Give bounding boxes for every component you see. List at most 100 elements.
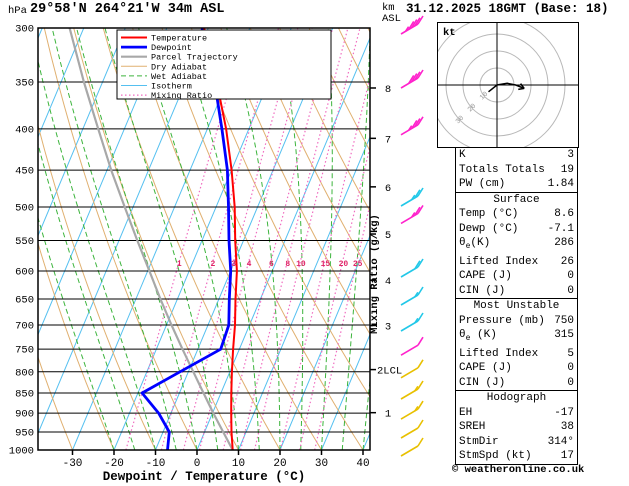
right-axis-title: Mixing Ratio (g/kg) xyxy=(369,214,381,334)
location-title: 29°58'N 264°21'W 34m ASL xyxy=(30,2,225,17)
temp-tick-label: -10 xyxy=(146,458,166,470)
table-row-label: Totals Totals xyxy=(459,163,545,176)
km-tick-label: 5 xyxy=(385,230,391,242)
copyright: © weatheronline.co.uk xyxy=(452,464,585,476)
pressure-tick-label: 750 xyxy=(15,345,34,357)
table-section-title: Hodograph xyxy=(486,392,547,405)
wind-barb xyxy=(400,69,424,89)
temp-tick-label: -20 xyxy=(104,458,124,470)
pressure-tick-label: 350 xyxy=(15,78,34,90)
table-row-value: -7.1 xyxy=(547,222,574,235)
wind-barbs xyxy=(400,15,424,457)
table-section: Hodograph EH -17 SREH 38 StmDir 314° StmSpd (kt… xyxy=(455,390,578,465)
pressure-unit-label: hPa xyxy=(8,5,27,17)
table-row: CIN (J) 0 xyxy=(456,376,577,391)
table-row-label: Dewp (°C) xyxy=(459,222,519,235)
table-row-label: CAPE (J) xyxy=(459,270,512,283)
mixing-ratio-label: 1 xyxy=(177,260,182,269)
isotherm-lines xyxy=(38,28,370,450)
table-row-value: 315 xyxy=(554,329,574,342)
km-tick-label: 1 xyxy=(385,409,391,421)
wind-barb xyxy=(400,312,424,332)
mixing-ratio-label: 10 xyxy=(296,260,306,269)
wind-barb xyxy=(400,380,424,400)
pressure-tick-label: 1000 xyxy=(9,446,34,458)
temp-tick-label: -30 xyxy=(63,458,83,470)
table-row: Totals Totals 19 xyxy=(456,163,577,178)
mixing-ratio-label: 3 xyxy=(231,260,236,269)
sounding-profiles xyxy=(68,28,238,450)
table-row-label: StmSpd (kt) xyxy=(459,450,532,463)
table-row-value: 0 xyxy=(567,270,574,283)
temp-tick-label: 10 xyxy=(232,458,245,470)
table-row: EH -17 xyxy=(456,406,577,421)
altitude-unit-km: km xyxy=(382,2,395,14)
mixing-ratio-label: 6 xyxy=(269,260,274,269)
pressure-tick-label: 800 xyxy=(15,367,34,379)
table-row: Lifted Index 26 xyxy=(456,255,577,270)
mixing-ratio-label: 2 xyxy=(210,260,215,269)
temperature-axis: -30 -20 -10 0 10 20 30 40 xyxy=(63,450,370,470)
table-row-value: -17 xyxy=(554,406,574,419)
dry-adiabat-lines xyxy=(38,28,370,450)
pressure-tick-label: 700 xyxy=(15,320,34,332)
hodograph-arrowhead xyxy=(518,87,525,91)
hodo-ring-label: 10 xyxy=(478,91,490,103)
legend-label: Dry Adiabat xyxy=(151,62,207,72)
table-row-value: 17 xyxy=(560,450,574,463)
table-row-value: 0 xyxy=(567,284,574,297)
table-row-label: CIN (J) xyxy=(459,376,506,389)
table-row: PW (cm) 1.84 xyxy=(456,177,577,192)
legend-label: Temperature xyxy=(151,34,207,44)
temp-tick-label: 40 xyxy=(356,458,369,470)
mixing-ratio-label: 15 xyxy=(321,260,331,269)
hodograph-arrowhead xyxy=(519,83,525,89)
table-row-label: Pressure (mb) xyxy=(459,314,545,327)
wind-barb xyxy=(400,258,424,278)
indices-table: K 3 Totals Totals 19 PW (cm) 1.84 Surface Temp … xyxy=(455,147,578,465)
table-row-value: 3 xyxy=(567,149,574,161)
pressure-tick-label: 850 xyxy=(15,389,34,401)
table-row-value: 8.6 xyxy=(554,208,574,220)
pressure-tick-label: 650 xyxy=(15,295,34,307)
km-tick-label: 6 xyxy=(385,183,391,195)
table-row: Dewp (°C) -7.1 xyxy=(456,222,577,237)
table-row-label: SREH xyxy=(459,421,486,434)
table-row-label: Temp (°C) xyxy=(459,208,519,220)
pressure-tick-label: 400 xyxy=(15,124,34,136)
km-tick-label: 4 xyxy=(385,276,391,288)
wind-barb xyxy=(400,187,424,207)
table-row-value: 0 xyxy=(567,362,574,375)
table-row-value: 1.84 xyxy=(547,178,574,190)
legend-label: Isotherm xyxy=(151,82,192,92)
wind-barb xyxy=(400,336,424,356)
table-row-value: 314° xyxy=(547,435,574,448)
mixing-ratio-label: 4 xyxy=(247,260,252,269)
hodo-ring-label: 20 xyxy=(466,103,478,115)
table-row-label: Lifted Index xyxy=(459,347,539,360)
wind-barb xyxy=(400,419,424,439)
dewpoint-curve xyxy=(140,28,233,450)
table-row: Pressure (mb) 750 xyxy=(456,314,577,329)
temp-tick-label: 0 xyxy=(194,458,201,470)
hodograph-trace xyxy=(488,82,525,93)
km-tick-label: 3 xyxy=(385,321,391,333)
table-row: θe(K) 286 xyxy=(456,236,577,255)
table-row-value: 0 xyxy=(567,376,574,389)
km-tick-label: 8 xyxy=(385,84,391,96)
table-row: StmSpd (kt) 17 xyxy=(456,449,577,464)
altitude-unit-asl: ASL xyxy=(382,13,401,25)
table-row: SREH 38 xyxy=(456,420,577,435)
table-row: CAPE (J) 0 xyxy=(456,269,577,284)
table-row-label: PW (cm) xyxy=(459,178,506,190)
table-row: StmDir 314° xyxy=(456,435,577,450)
wind-barb xyxy=(400,15,424,35)
table-row-value: 26 xyxy=(560,255,574,268)
pressure-tick-label: 600 xyxy=(15,266,34,278)
table-row-value: 5 xyxy=(567,347,574,360)
km-axis: 1 2LCL 3 4 5 6 7 8 xyxy=(370,84,402,421)
table-section: Most Unstable Pressure (mb) 750 θe (K) 315 Li… xyxy=(455,298,578,392)
